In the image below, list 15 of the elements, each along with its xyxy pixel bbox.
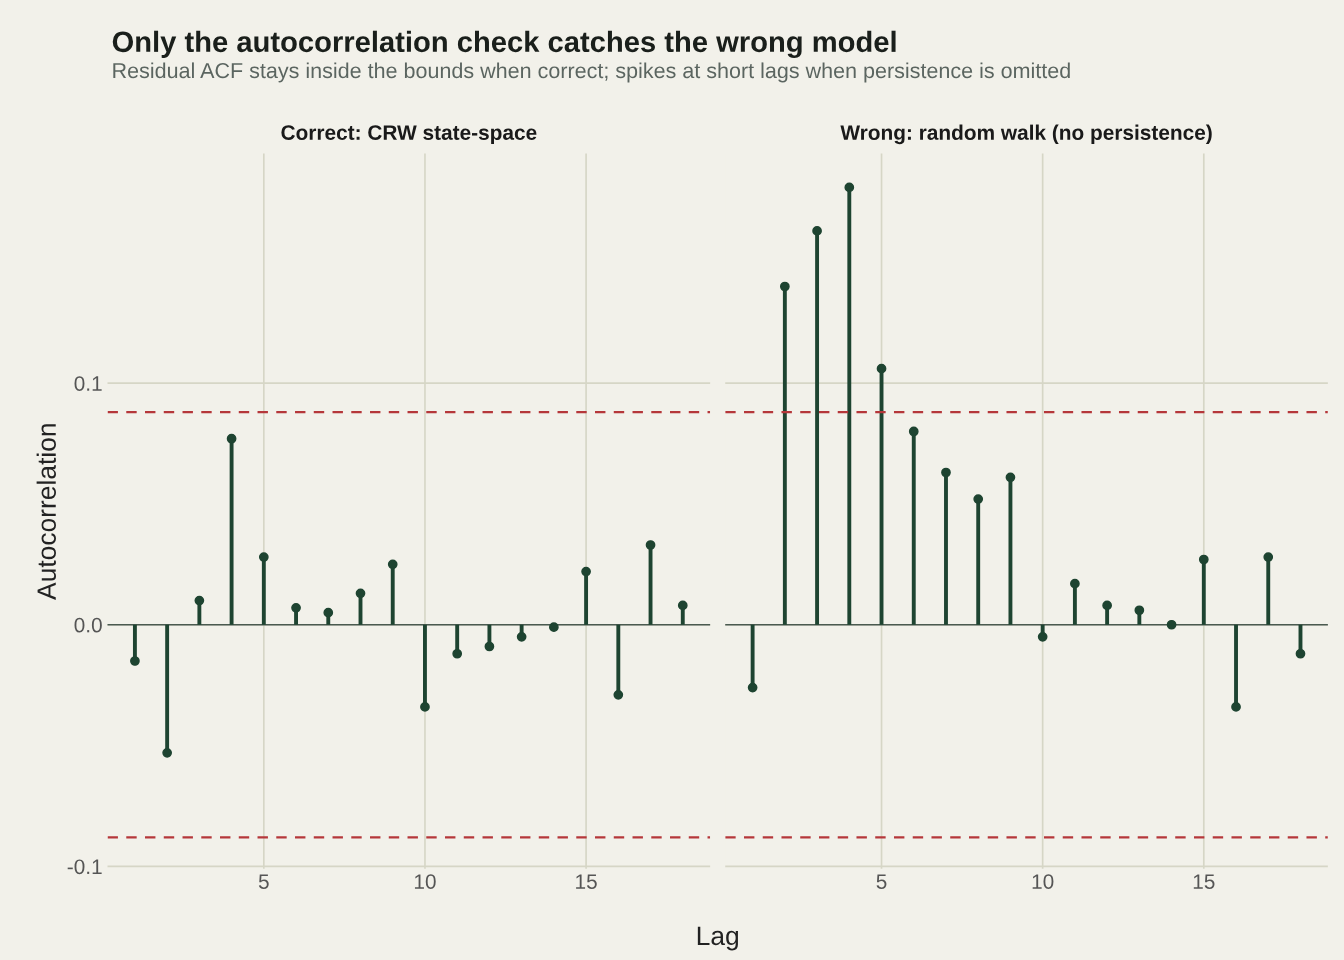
text: Residual ACF stays inside the bounds when correct; spikes at short lags when persistence is omitted — [113, 62, 1070, 83]
text: Only the autocorrelation check catches the wrong model — [112, 30, 896, 59]
x-tick-label: 15 — [1193, 874, 1215, 889]
y-tick-label: -0.1 — [67, 859, 102, 875]
y-tick-label: 0.1 — [74, 376, 102, 391]
y-tick-label: 0.0 — [74, 617, 102, 633]
x-tick-label: 15 — [576, 874, 597, 889]
x-axis-title: Lag — [697, 926, 739, 951]
y-axis-title: Autocorrelation — [36, 424, 56, 600]
chart-title: Wrong: random walk (no persistence) — [840, 124, 1212, 145]
chart-title: Correct: CRW state-space — [281, 125, 537, 145]
x-tick-label: 10 — [414, 874, 436, 889]
x-tick-label: 10 — [1032, 874, 1054, 889]
x-tick-label: 5 — [258, 874, 269, 889]
x-tick-label: 5 — [876, 874, 887, 889]
